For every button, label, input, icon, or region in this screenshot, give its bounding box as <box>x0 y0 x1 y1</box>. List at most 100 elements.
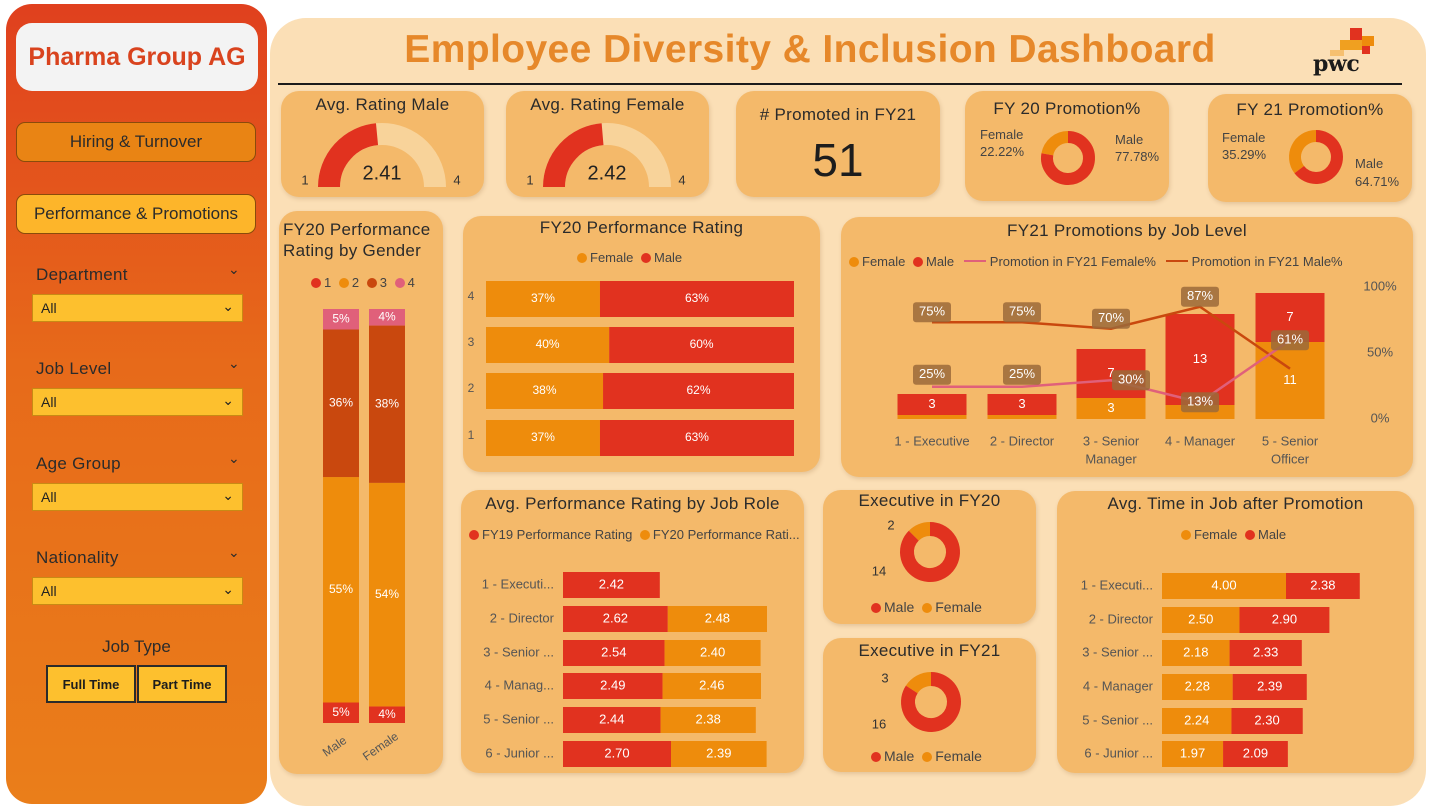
data-label: 2.28 <box>1185 678 1210 693</box>
legend-dot-female <box>849 257 859 267</box>
chevron-down-icon[interactable]: ⌄ <box>228 356 240 372</box>
bar-female <box>987 415 1057 419</box>
legend-dot-female <box>922 603 933 613</box>
chevron-down-icon[interactable]: ⌄ <box>228 262 240 278</box>
nav-hiring-turnover-button[interactable]: Hiring & Turnover <box>16 122 256 162</box>
legend-item: Female <box>935 599 982 615</box>
card-title: Avg. Time in Job after Promotion <box>1107 494 1364 513</box>
donut-slice <box>1041 131 1069 156</box>
data-label: 2.62 <box>603 610 628 625</box>
data-label: 2.30 <box>1254 712 1279 727</box>
bar-fy19 <box>563 707 661 733</box>
bar-female <box>1076 398 1146 419</box>
nationality-value: All <box>41 583 57 599</box>
executive-fy20-card: Executive in FY20 Male Female 2 14 <box>823 490 1036 624</box>
axis-tick-label: 3 <box>468 335 475 349</box>
donut-slice <box>905 672 932 694</box>
combo-chart: 3 1 - Executive 3 2 - Director 3 7 3 - Senior M… <box>894 278 1397 466</box>
data-label: 4% <box>378 309 396 323</box>
bar-segment <box>323 309 359 330</box>
data-label-male: 16 <box>872 716 886 731</box>
bar-segment <box>323 702 359 723</box>
part-time-button[interactable]: Part Time <box>137 665 227 703</box>
bar-male <box>987 394 1057 415</box>
full-time-button[interactable]: Full Time <box>46 665 136 703</box>
female-pct: 35.29% <box>1222 147 1267 162</box>
legend-item: Female <box>590 250 634 265</box>
male-label: Male <box>1355 156 1384 171</box>
data-label: 2.40 <box>700 644 725 659</box>
data-label: 75% <box>1009 304 1035 319</box>
axis-tick-label: 5 - Senior ... <box>1082 712 1153 727</box>
bar-male <box>1229 640 1302 666</box>
legend-item: Male <box>925 254 955 269</box>
chevron-down-icon: ⌄ <box>222 392 234 408</box>
data-label: 2.44 <box>599 711 624 726</box>
donut-chart: 3 16 <box>872 670 961 732</box>
age-group-dropdown[interactable]: All ⌄ <box>32 483 243 511</box>
bar-segment <box>369 482 405 707</box>
department-dropdown[interactable]: All ⌄ <box>32 294 243 322</box>
data-label: 60% <box>690 337 714 351</box>
axis-tick-label: 2 <box>468 381 475 395</box>
data-label: 38% <box>375 396 399 410</box>
data-label-female: 3 <box>881 670 888 685</box>
bar-fy20 <box>667 606 767 632</box>
chevron-down-icon[interactable]: ⌄ <box>228 545 240 561</box>
job-level-value: All <box>41 394 57 410</box>
data-label: 25% <box>1009 366 1035 381</box>
bar-fy19 <box>563 673 663 699</box>
axis-tick-label: 100% <box>1363 278 1397 293</box>
legend-item: Female <box>935 748 982 764</box>
data-label: 2.42 <box>599 576 624 591</box>
data-label: 61% <box>1277 332 1303 347</box>
data-label: 2.39 <box>1257 678 1282 693</box>
gauge-chart: 2.42 1 4 <box>526 123 686 188</box>
bar-male <box>603 373 794 409</box>
data-label: 87% <box>1187 288 1213 303</box>
bar-female <box>1162 640 1230 666</box>
legend-item: Male <box>884 748 915 764</box>
legend-dot-3 <box>366 278 377 288</box>
nav-performance-promotions-button[interactable]: Performance & Promotions <box>16 194 256 234</box>
bar-female <box>486 281 600 317</box>
chart-legend: Female Male <box>577 250 682 265</box>
axis-tick-label: 0% <box>1371 410 1390 425</box>
legend-dot-female <box>922 752 933 762</box>
gauge-min: 1 <box>526 172 533 187</box>
bar-segment <box>323 477 359 703</box>
job-level-dropdown[interactable]: All ⌄ <box>32 388 243 416</box>
bar-male <box>1165 314 1235 405</box>
pwc-logo-text: pwc <box>1313 51 1360 77</box>
fy21-promotion-card: FY 21 Promotion% Female 35.29% Male 64.7… <box>1208 94 1412 202</box>
bar-fy20 <box>660 707 756 733</box>
legend-dot-male <box>1244 530 1255 540</box>
legend-item: FY20 Performance Rati... <box>652 527 800 542</box>
data-label: 2.50 <box>1188 611 1213 626</box>
avg-rating-male-card: Avg. Rating Male 2.41 1 4 <box>281 91 484 197</box>
legend-item: Promotion in FY21 Male% <box>1191 254 1343 269</box>
line-female-pct <box>932 339 1291 404</box>
filter-department-label: Department <box>36 265 128 284</box>
data-label: 63% <box>685 430 709 444</box>
avg-rating-female-card: Avg. Rating Female 2.42 1 4 <box>506 91 709 197</box>
data-label: 2.54 <box>601 644 626 659</box>
data-label: 37% <box>531 291 555 305</box>
axis-tick-label: 5 - Senior <box>1262 433 1319 448</box>
axis-tick-label: 4 - Manag... <box>485 677 554 692</box>
data-label: 5% <box>332 311 350 325</box>
data-label: 11 <box>1283 372 1297 387</box>
nationality-dropdown[interactable]: All ⌄ <box>32 577 243 605</box>
stacked-bar-chart: 37% 63% 4 40% 60% 3 38% 62% 2 37% 63% 1 <box>468 281 794 456</box>
chevron-down-icon[interactable]: ⌄ <box>228 451 240 467</box>
axis-tick-label: 1 - Executive <box>894 433 969 448</box>
data-label: 13% <box>1187 394 1213 409</box>
gauge-fill <box>543 123 605 188</box>
label-tag <box>1112 370 1150 391</box>
legend-item: 2 <box>351 275 360 290</box>
legend-item: Female <box>1194 527 1238 542</box>
bar-female <box>1162 607 1240 633</box>
data-label: 4% <box>378 707 396 721</box>
data-label-male: 14 <box>872 563 886 578</box>
data-label-female: 2 <box>887 517 894 532</box>
